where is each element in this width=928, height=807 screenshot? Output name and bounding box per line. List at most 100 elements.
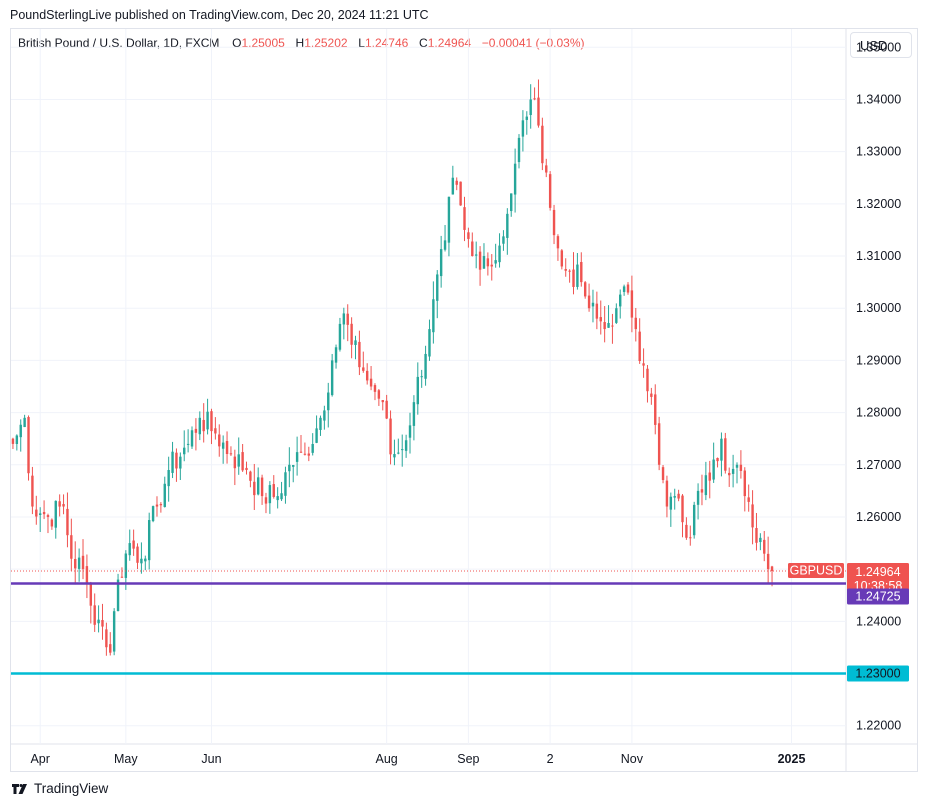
- candle-body: [735, 464, 739, 468]
- candle-body: [704, 475, 708, 496]
- candle-body: [311, 444, 314, 453]
- candle-body: [350, 323, 353, 345]
- candle-body: [260, 477, 264, 497]
- candle-body: [62, 504, 65, 507]
- candle-body: [642, 363, 645, 366]
- candle-body: [194, 428, 198, 433]
- candle-body: [471, 241, 474, 257]
- ohlc-legend: British Pound / U.S. Dollar, 1D, FXCM O1…: [18, 36, 585, 50]
- candle-body: [583, 282, 587, 297]
- candle-body: [377, 390, 381, 399]
- price-tick-label: 1.29000: [856, 353, 901, 367]
- candle-body: [545, 165, 548, 173]
- candle-body: [101, 620, 104, 627]
- candle-body: [295, 452, 299, 462]
- svg-text:GBPUSD: GBPUSD: [790, 564, 843, 578]
- candle-body: [443, 240, 447, 250]
- candle-body: [467, 232, 470, 239]
- time-axis[interactable]: Apr May Jun Aug Sep 2 Nov 2025: [30, 752, 805, 766]
- candle-body: [712, 459, 715, 480]
- price-tick-label: 1.32000: [856, 197, 901, 211]
- tradingview-brand: TradingView: [34, 781, 109, 796]
- horizontal-lines[interactable]: [11, 570, 846, 675]
- low-label: L: [358, 36, 365, 50]
- time-tick-label: Apr: [30, 752, 49, 766]
- currency-button[interactable]: USD: [850, 32, 912, 58]
- support-price-tag: 1.24725: [847, 588, 909, 605]
- candle-body: [568, 270, 571, 272]
- candle-body: [70, 535, 73, 559]
- candle-body: [155, 504, 159, 507]
- candle-body: [272, 484, 275, 497]
- candle-body: [342, 313, 346, 325]
- candle-body: [661, 467, 665, 480]
- candle-body: [116, 579, 120, 612]
- candle-body: [74, 558, 77, 569]
- candle-body: [280, 493, 283, 500]
- candle-body: [548, 174, 552, 208]
- candle-body: [685, 524, 688, 538]
- candle-body: [327, 392, 330, 411]
- candle-body: [759, 537, 762, 543]
- candle-body: [401, 449, 404, 451]
- candle-body: [276, 496, 279, 501]
- candle-body: [389, 418, 392, 455]
- candle-body: [221, 442, 225, 449]
- candle-body: [654, 394, 657, 425]
- candle-body: [365, 370, 369, 381]
- candle-body: [381, 400, 384, 403]
- candle-body: [626, 284, 630, 293]
- candle-body: [634, 317, 637, 330]
- time-tick-label: 2025: [778, 752, 806, 766]
- candle-body: [424, 353, 427, 379]
- candle-body: [474, 254, 478, 256]
- symbol-name[interactable]: British Pound / U.S. Dollar, 1D, FXCM: [18, 36, 220, 50]
- candle-body: [58, 501, 61, 507]
- price-tick-label: 1.28000: [856, 406, 901, 420]
- price-tick-label: 1.22000: [856, 719, 901, 733]
- high-label: H: [295, 36, 305, 50]
- candle-body: [338, 323, 342, 350]
- price-tick-label: 1.31000: [856, 249, 901, 263]
- price-axis[interactable]: 1.220001.230001.240001.250001.260001.270…: [856, 40, 901, 732]
- candle-body: [447, 196, 451, 243]
- candle-body: [521, 120, 525, 137]
- candle-body: [739, 464, 743, 471]
- candle-body: [490, 264, 493, 267]
- candle-body: [603, 322, 606, 330]
- price-tick-label: 1.33000: [856, 145, 901, 159]
- candle-body: [38, 513, 42, 515]
- candle-body: [214, 428, 217, 434]
- candle-body: [743, 470, 746, 497]
- candle-body: [397, 452, 400, 454]
- candle-body: [358, 341, 361, 368]
- last-price-label: 1.24964: [855, 565, 900, 579]
- candle-body: [412, 402, 416, 426]
- candle-body: [556, 236, 560, 249]
- candle-body: [428, 329, 431, 357]
- candle-body: [432, 299, 435, 333]
- candle-body: [42, 512, 46, 515]
- candle-body: [650, 393, 653, 397]
- candle-body: [323, 410, 326, 421]
- candles: [11, 79, 774, 656]
- candle-body: [689, 537, 692, 539]
- candle-body: [362, 367, 365, 371]
- candle-body: [541, 125, 544, 164]
- candle-body: [334, 347, 338, 363]
- candle-body: [708, 472, 711, 481]
- candle-body: [256, 477, 260, 495]
- candle-body: [151, 506, 155, 522]
- candle-body: [502, 236, 505, 244]
- tradingview-logo-icon: [12, 783, 27, 794]
- candle-body: [439, 249, 443, 277]
- time-tick-label: May: [114, 752, 138, 766]
- candle-body: [112, 611, 116, 652]
- candle-body: [506, 213, 509, 238]
- tradingview-footer[interactable]: TradingView: [12, 781, 108, 796]
- candle-body: [751, 504, 754, 528]
- candle-body: [720, 438, 723, 461]
- candle-body: [572, 269, 575, 287]
- candle-body: [346, 313, 349, 325]
